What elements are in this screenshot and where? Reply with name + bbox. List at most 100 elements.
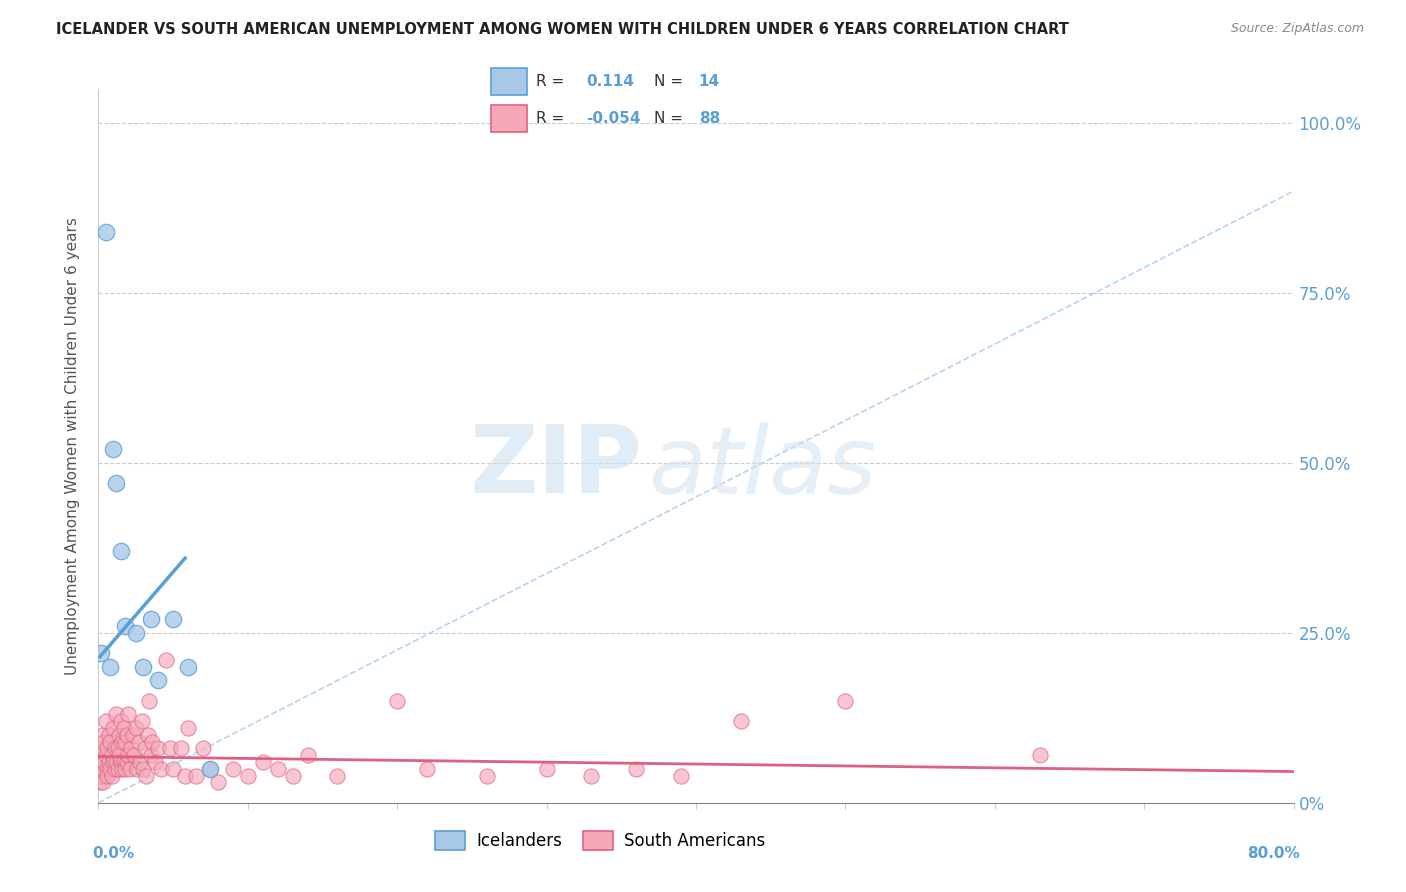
Point	[127, 762, 149, 776]
Point	[626, 762, 648, 776]
Point	[104, 762, 127, 776]
Text: 0.114: 0.114	[586, 74, 634, 89]
Point	[177, 660, 200, 674]
Point	[150, 762, 173, 776]
Point	[101, 748, 124, 763]
Point	[110, 755, 132, 769]
Point	[94, 225, 117, 239]
Point	[91, 728, 114, 742]
Point	[110, 714, 132, 729]
Point	[117, 707, 139, 722]
Point	[90, 741, 112, 756]
Point	[103, 721, 125, 735]
Point	[148, 673, 170, 688]
Point	[115, 755, 138, 769]
Point	[135, 769, 157, 783]
Point	[112, 755, 135, 769]
Point	[103, 442, 125, 457]
FancyBboxPatch shape	[491, 68, 527, 95]
Point	[416, 762, 439, 776]
Point	[105, 476, 128, 491]
Point	[236, 769, 259, 783]
Point	[155, 653, 177, 667]
Point	[730, 714, 752, 729]
Point	[97, 728, 120, 742]
Point	[115, 728, 138, 742]
Point	[385, 694, 409, 708]
Point	[110, 544, 132, 558]
Point	[105, 707, 128, 722]
Point	[120, 741, 142, 756]
Point	[475, 769, 498, 783]
Text: R =: R =	[536, 111, 564, 126]
Point	[93, 734, 115, 748]
Point	[91, 775, 114, 789]
Point	[200, 762, 222, 776]
Point	[159, 741, 181, 756]
Point	[98, 734, 122, 748]
Point	[107, 741, 129, 756]
Point	[162, 762, 184, 776]
Point	[97, 755, 120, 769]
Text: atlas: atlas	[648, 422, 876, 513]
Point	[90, 769, 112, 783]
Point	[136, 728, 159, 742]
Point	[98, 762, 122, 776]
Point	[94, 714, 117, 729]
Text: N =: N =	[654, 74, 683, 89]
Point	[108, 748, 131, 763]
Point	[174, 769, 197, 783]
Point	[132, 660, 155, 674]
Legend: Icelanders, South Americans: Icelanders, South Americans	[427, 822, 773, 859]
Point	[111, 734, 134, 748]
Point	[1028, 748, 1050, 763]
Point	[143, 755, 166, 769]
Point	[326, 769, 349, 783]
Point	[101, 769, 124, 783]
Point	[834, 694, 856, 708]
Point	[93, 755, 115, 769]
Point	[162, 612, 184, 626]
Point	[222, 762, 245, 776]
Point	[139, 748, 162, 763]
Point	[148, 741, 170, 756]
Text: 14: 14	[699, 74, 720, 89]
Text: 88: 88	[699, 111, 720, 126]
Point	[114, 762, 136, 776]
Point	[96, 762, 118, 776]
Point	[124, 748, 146, 763]
Point	[669, 769, 692, 783]
Point	[267, 762, 290, 776]
Point	[177, 721, 200, 735]
Text: N =: N =	[654, 111, 683, 126]
Point	[252, 755, 274, 769]
Point	[581, 769, 603, 783]
Text: 80.0%: 80.0%	[1247, 846, 1299, 861]
Point	[132, 762, 155, 776]
Point	[138, 694, 160, 708]
Point	[134, 741, 156, 756]
Point	[281, 769, 304, 783]
Point	[131, 714, 153, 729]
Point	[103, 755, 125, 769]
Point	[128, 734, 150, 748]
Point	[107, 762, 129, 776]
Text: ICELANDER VS SOUTH AMERICAN UNEMPLOYMENT AMONG WOMEN WITH CHILDREN UNDER 6 YEARS: ICELANDER VS SOUTH AMERICAN UNEMPLOYMENT…	[56, 22, 1069, 37]
Point	[89, 755, 111, 769]
Point	[89, 775, 111, 789]
Point	[105, 755, 128, 769]
Point	[125, 721, 148, 735]
Point	[114, 619, 136, 633]
Point	[184, 769, 207, 783]
Point	[98, 660, 122, 674]
Point	[108, 728, 131, 742]
Point	[94, 748, 117, 763]
Text: R =: R =	[536, 74, 564, 89]
Point	[121, 728, 143, 742]
Point	[125, 626, 148, 640]
Point	[141, 734, 163, 748]
Point	[112, 721, 135, 735]
Point	[118, 762, 141, 776]
FancyBboxPatch shape	[491, 105, 527, 132]
Point	[536, 762, 558, 776]
